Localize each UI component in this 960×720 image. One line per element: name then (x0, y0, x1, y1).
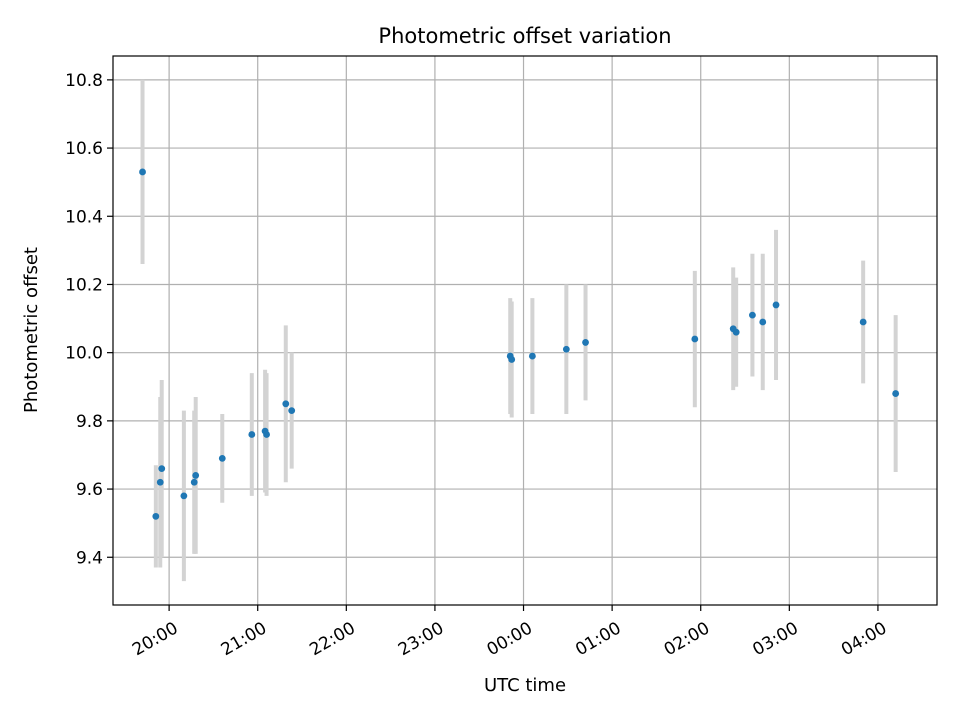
data-point (732, 328, 740, 336)
axes-frame (112, 55, 938, 606)
data-point (691, 335, 699, 343)
data-point (139, 168, 146, 176)
data-point (749, 311, 756, 319)
y-tick-label: 9.8 (76, 412, 103, 432)
data-point (562, 345, 570, 353)
data-point (508, 356, 516, 363)
data-point (772, 301, 780, 309)
data-point (282, 400, 290, 408)
data-point (759, 318, 767, 326)
data-point (892, 390, 900, 397)
x-axis-label: UTC time (484, 675, 566, 696)
data-point (156, 478, 164, 486)
y-axis-label: Photometric offset (21, 247, 42, 413)
y-tick-label: 10.6 (65, 139, 103, 159)
data-point (263, 431, 270, 438)
data-point (190, 478, 198, 486)
chart-title: Photometric offset variation (378, 24, 671, 48)
data-point (582, 339, 589, 346)
data-point (528, 352, 536, 360)
data-point (859, 318, 867, 326)
data-point (288, 407, 296, 415)
y-tick-label: 10.4 (65, 207, 103, 227)
y-tick-label: 10.2 (65, 275, 103, 295)
data-point (218, 454, 226, 462)
data-point (152, 512, 160, 520)
data-point (180, 492, 188, 500)
y-tick-label: 10.8 (65, 71, 103, 91)
data-points (139, 168, 900, 520)
grid (113, 56, 937, 605)
data-point (192, 472, 200, 479)
y-tick-label: 9.4 (76, 548, 103, 568)
data-point (248, 431, 256, 438)
data-point (158, 465, 166, 473)
y-tick-label: 9.6 (76, 480, 103, 500)
y-tick-label: 10.0 (65, 344, 103, 364)
